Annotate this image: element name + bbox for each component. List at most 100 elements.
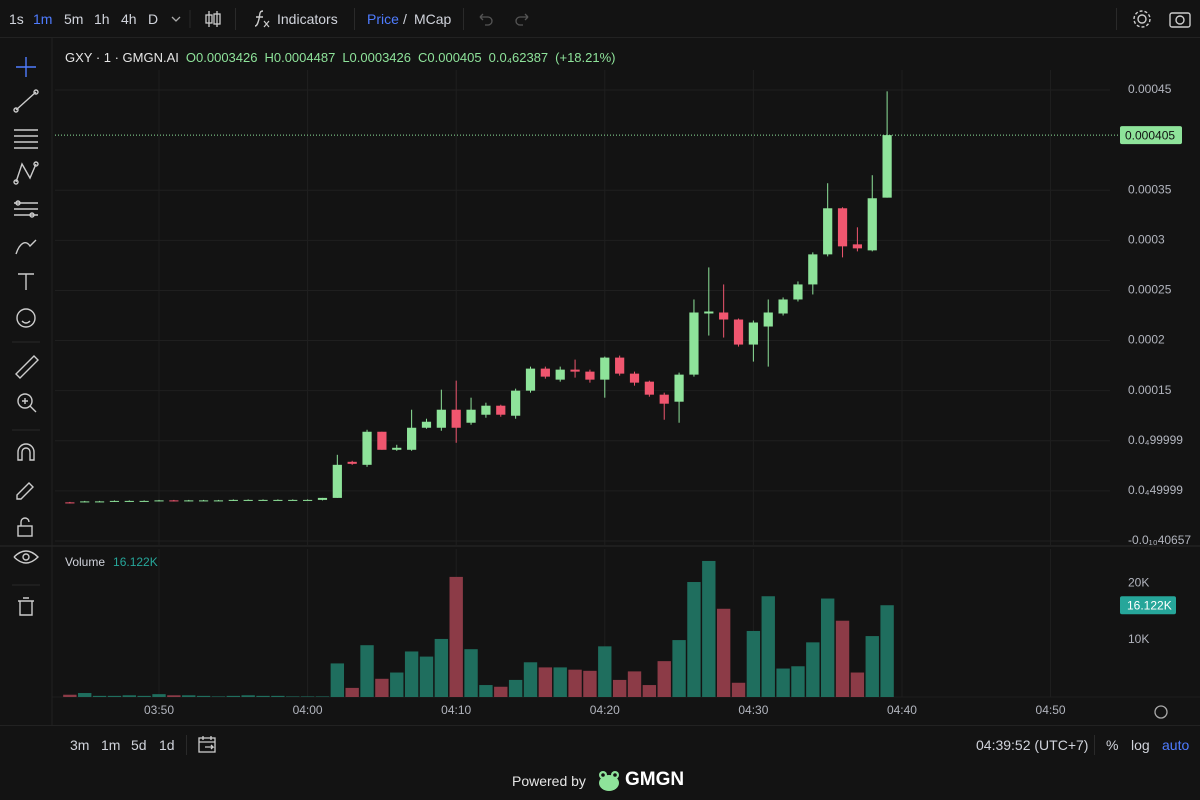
candle-body xyxy=(228,499,238,501)
percent-toggle[interactable]: % xyxy=(1106,737,1119,753)
range-button[interactable]: 5d xyxy=(131,737,147,753)
volume-bar xyxy=(538,667,553,697)
candle-body xyxy=(823,208,833,255)
x-tick-label: 04:30 xyxy=(738,703,768,717)
bottom-border xyxy=(0,725,1200,726)
volume-bar xyxy=(553,667,567,697)
candle-body xyxy=(481,405,491,415)
volume-bar xyxy=(241,695,255,697)
x-tick-label: 03:50 xyxy=(144,703,174,717)
last-volume-tag xyxy=(1120,596,1176,615)
candle-body xyxy=(629,373,640,383)
candle-body xyxy=(704,311,714,314)
undo-redo[interactable] xyxy=(476,11,532,27)
volume-bar xyxy=(182,695,196,697)
candle-body xyxy=(644,381,654,395)
y-tick-label: 0.0₄99999 xyxy=(1128,433,1183,447)
candle-body xyxy=(748,322,758,345)
separator xyxy=(186,735,187,755)
legend-value: 0.0004487 xyxy=(273,50,336,65)
interval[interactable]: 4h xyxy=(121,11,137,27)
candle-body xyxy=(600,357,610,380)
interval[interactable]: 1s xyxy=(9,11,24,27)
y-tick-label: 0.0₄49999 xyxy=(1128,483,1183,497)
interval[interactable]: 5m xyxy=(64,11,84,27)
range-button[interactable]: 3m xyxy=(70,737,90,753)
y-tick-label: 0.00035 xyxy=(1128,182,1172,196)
candle-body xyxy=(109,500,120,502)
volume-bar xyxy=(167,695,181,697)
candle-body xyxy=(273,499,283,501)
volume-bar xyxy=(746,630,761,697)
range-button[interactable]: 1d xyxy=(159,737,175,753)
volume-bar xyxy=(702,560,716,697)
candle-body xyxy=(496,405,506,415)
separator xyxy=(235,8,236,30)
volume-bar xyxy=(479,685,493,697)
volume-tick-label: 10K xyxy=(1128,632,1149,646)
legend-change: 0.0₄62387 xyxy=(488,50,549,65)
interval[interactable]: 1h xyxy=(94,11,110,27)
candle-body xyxy=(674,374,684,402)
candle-body xyxy=(659,394,669,404)
drawing-toolbar[interactable] xyxy=(0,40,52,630)
volume-bar xyxy=(345,687,359,697)
candle-body xyxy=(407,427,417,450)
volume-bar xyxy=(523,662,538,697)
candle-body xyxy=(302,499,313,501)
last-price-label: 0.000405 xyxy=(1125,128,1175,142)
volume-bar xyxy=(627,671,642,697)
volume-bar xyxy=(850,672,865,697)
candle-body xyxy=(852,244,863,249)
y-tick-label: 0.0002 xyxy=(1128,333,1165,347)
mcap-toggle[interactable]: MCap xyxy=(414,11,452,27)
interval-active[interactable]: 1m xyxy=(33,11,53,27)
separator xyxy=(354,8,355,30)
legend-value: 0.0003426 xyxy=(349,50,411,65)
price-toggle[interactable]: Price xyxy=(367,11,399,27)
volume-bar xyxy=(419,656,434,697)
volume-bar xyxy=(152,694,166,697)
candle-body xyxy=(392,447,402,450)
candle-body xyxy=(243,499,253,501)
goto-date[interactable] xyxy=(197,734,219,756)
interval[interactable]: D xyxy=(148,11,159,27)
volume-bar xyxy=(330,663,345,697)
candle-body xyxy=(65,502,75,504)
volume-value: 16.122K xyxy=(113,555,158,569)
legend-high: H0.0004487 xyxy=(264,50,335,65)
volume-bar xyxy=(404,651,419,697)
auto-toggle[interactable]: auto xyxy=(1162,737,1190,753)
volume-bar xyxy=(835,620,850,697)
clock: 04:39:52 (UTC+7) xyxy=(976,737,1089,753)
candle-body xyxy=(808,254,818,285)
y-tick-label: -0.0₁₀40657 xyxy=(1128,533,1191,547)
candle-body xyxy=(763,312,773,327)
log-toggle[interactable]: log xyxy=(1131,737,1150,753)
toolbar-icons[interactable] xyxy=(168,10,228,28)
volume-bar xyxy=(494,686,508,697)
volume-bar xyxy=(107,695,122,697)
x-tick-label: 04:00 xyxy=(293,703,323,717)
legend-key: H xyxy=(264,50,274,65)
toolbar-border xyxy=(0,37,1200,38)
volume-bar xyxy=(642,685,657,697)
legend-key: L xyxy=(342,50,350,65)
settings-camera[interactable] xyxy=(1130,7,1194,31)
y-tick-label: 0.0003 xyxy=(1128,233,1165,247)
volume-tick-label: 20K xyxy=(1128,575,1149,589)
candle-body xyxy=(793,284,803,300)
volume-bar xyxy=(256,695,270,697)
x-tick-label: 04:20 xyxy=(590,703,620,717)
fx-icon[interactable] xyxy=(253,9,271,29)
indicators-button[interactable]: Indicators xyxy=(277,11,338,27)
volume-bar xyxy=(78,693,92,697)
axis-settings[interactable] xyxy=(1154,705,1168,719)
ohlc-legend: GXY · 1 · GMGN.AI O0.0003426 H0.0004487 … xyxy=(65,50,616,65)
candle-body xyxy=(362,431,372,465)
range-button[interactable]: 1m xyxy=(101,737,121,753)
volume-bar xyxy=(315,696,330,697)
volume-bar xyxy=(612,679,627,697)
powered-by: Powered by xyxy=(512,773,586,789)
candle-body xyxy=(466,409,476,423)
